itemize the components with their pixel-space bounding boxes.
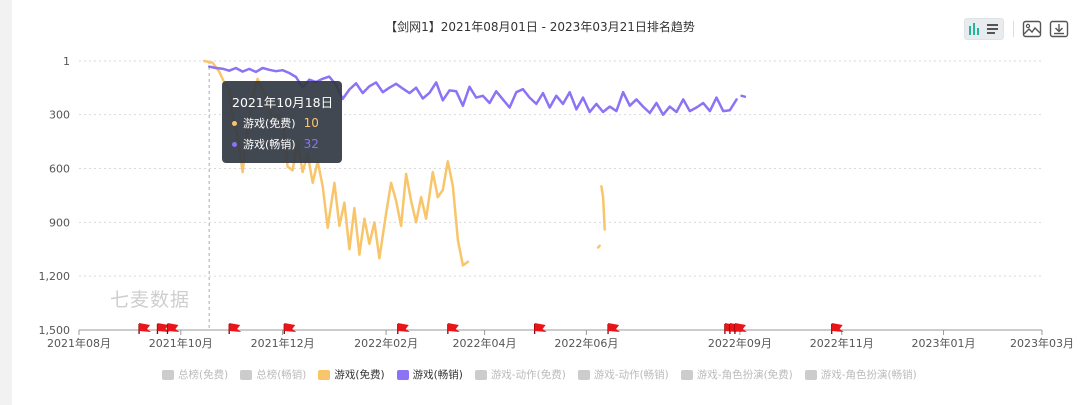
series-line-paid[interactable]	[740, 94, 747, 98]
y-tick-label: 300	[49, 109, 70, 122]
legend-item[interactable]: 游戏-角色扮演(畅销)	[804, 367, 917, 382]
x-tick-label: 2021年10月	[149, 336, 213, 350]
legend-label: 游戏(免费)	[334, 369, 385, 381]
event-flags	[138, 323, 844, 334]
legend-swatch	[318, 369, 331, 380]
legend-swatch	[240, 369, 253, 380]
event-flag[interactable]	[607, 323, 621, 334]
tooltip: 2021年10月18日 游戏(免费) 10 游戏(畅销) 32	[222, 81, 342, 163]
tooltip-row-paid: 游戏(畅销) 32	[232, 136, 319, 152]
legend-swatch	[577, 369, 590, 380]
event-flag[interactable]	[166, 323, 180, 334]
event-flag[interactable]	[734, 323, 747, 334]
save-image-button[interactable]	[1021, 18, 1043, 40]
y-tick-label: 1,500	[39, 324, 71, 337]
event-flag[interactable]	[138, 323, 152, 334]
legend-item[interactable]: 总榜(畅销)	[240, 367, 306, 382]
y-tick-label: 600	[49, 162, 70, 175]
x-tick-label: 2022年11月	[810, 336, 874, 350]
legend-swatch	[396, 369, 409, 380]
legend-label: 游戏-动作(免费)	[490, 369, 566, 381]
save-image-icon	[1022, 20, 1042, 38]
legend-item[interactable]: 游戏-动作(免费)	[474, 367, 566, 382]
legend: 总榜(免费) 总榜(畅销) 游戏(免费) 游戏(畅销) 游戏-动作(免费) 游戏-动作(畅…	[162, 367, 929, 382]
legend-label: 总榜(畅销)	[256, 369, 307, 381]
event-flag[interactable]	[397, 323, 410, 334]
bar-line-toggle-button[interactable]	[964, 18, 1004, 40]
toolbar-divider	[1013, 21, 1014, 37]
series-line-paid[interactable]	[207, 65, 738, 116]
y-tick-label: 900	[49, 216, 70, 229]
chart-panel	[12, 0, 1080, 405]
event-flag[interactable]	[156, 323, 170, 334]
tooltip-label: 游戏(免费)	[243, 117, 296, 130]
x-tick-label: 2022年04月	[453, 336, 517, 350]
watermark: 七麦数据	[110, 289, 191, 311]
download-icon	[1049, 20, 1069, 38]
series-line-free[interactable]	[596, 244, 601, 249]
legend-label: 总榜(免费)	[178, 369, 229, 381]
event-flag[interactable]	[447, 323, 460, 334]
tooltip-row-free: 游戏(免费) 10	[232, 115, 319, 131]
x-tick-label: 2021年08月	[47, 336, 111, 350]
x-tick-label: 2021年12月	[251, 336, 315, 350]
legend-swatch	[680, 369, 693, 380]
legend-item[interactable]: 总榜(免费)	[162, 367, 228, 382]
tooltip-dot	[232, 141, 237, 147]
legend-swatch	[162, 369, 174, 380]
legend-label: 游戏-动作(畅销)	[593, 369, 669, 381]
tooltip-label: 游戏(畅销)	[243, 138, 296, 151]
y-tick-label: 1,200	[39, 270, 71, 283]
tooltip-value: 32	[303, 137, 319, 151]
legend-swatch	[804, 369, 817, 380]
x-tick-label: 2023年03月	[1010, 336, 1074, 350]
legend-item[interactable]: 游戏-动作(畅销)	[577, 367, 669, 382]
chart-title: 【剑网1】2021年08月01日 - 2023年03月21日排名趋势	[385, 20, 695, 34]
event-flag[interactable]	[228, 323, 242, 334]
legend-label: 游戏-角色扮演(免费)	[696, 369, 793, 381]
x-tick-label: 2023年01月	[912, 336, 976, 350]
bar-line-toggle-icon	[969, 23, 998, 35]
x-tick-label: 2022年02月	[354, 336, 418, 350]
legend-item[interactable]: 游戏(畅销)	[396, 367, 463, 382]
tooltip-value: 10	[303, 116, 319, 130]
series-line-free[interactable]	[600, 185, 606, 231]
event-flag[interactable]	[533, 323, 547, 334]
legend-label: 游戏-角色扮演(畅销)	[820, 369, 917, 381]
legend-item[interactable]: 游戏(免费)	[318, 367, 385, 382]
tooltip-dot	[232, 120, 237, 126]
x-tick-label: 2022年09月	[708, 336, 772, 350]
event-flag[interactable]	[283, 323, 297, 334]
legend-swatch	[474, 369, 487, 380]
y-tick-label: 1	[63, 55, 70, 68]
event-flag[interactable]	[831, 323, 844, 334]
legend-label: 游戏(畅销)	[412, 369, 463, 381]
x-tick-label: 2022年06月	[554, 336, 618, 350]
legend-item[interactable]: 游戏-角色扮演(免费)	[680, 367, 793, 382]
tooltip-date: 2021年10月18日	[232, 95, 334, 110]
download-button[interactable]	[1048, 18, 1070, 40]
